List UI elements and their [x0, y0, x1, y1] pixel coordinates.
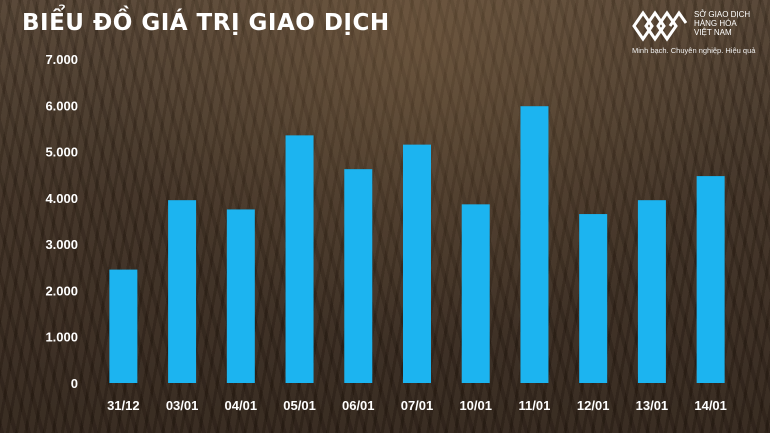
page-title: BIỂU ĐỒ GIÁ TRỊ GIAO DỊCH — [22, 10, 390, 36]
x-tick-label: 31/12 — [107, 398, 140, 413]
bar — [461, 204, 490, 383]
x-tick-label: 04/01 — [225, 398, 258, 413]
y-tick-label: 1.000 — [45, 330, 78, 345]
bar — [344, 169, 373, 383]
logo-name-line: VIỆT NAM — [694, 28, 732, 37]
x-tick-label: 06/01 — [342, 398, 375, 413]
x-tick-label: 14/01 — [694, 398, 727, 413]
x-tick-label: 10/01 — [459, 398, 492, 413]
bar — [109, 269, 138, 383]
exchange-logo: SỞ GIAO DỊCH HÀNG HÓA VIỆT NAM Minh bạch… — [632, 8, 768, 58]
y-tick-label: 0 — [71, 376, 78, 391]
y-tick-label: 7.000 — [45, 52, 78, 67]
y-axis: 0 1.000 2.000 3.000 4.000 5.000 6.000 7.000 — [45, 52, 78, 391]
logo-slogan: Minh bạch. Chuyên nghiệp. Hiệu quả — [632, 46, 756, 55]
x-tick-label: 13/01 — [636, 398, 669, 413]
y-tick-label: 2.000 — [45, 283, 78, 298]
bar — [579, 214, 608, 383]
bar — [696, 176, 725, 383]
x-tick-label: 07/01 — [401, 398, 434, 413]
bar — [285, 135, 314, 383]
x-tick-label: 05/01 — [283, 398, 316, 413]
bar-series — [109, 106, 725, 383]
diamond-lattice-logo-icon — [632, 10, 688, 42]
bar — [637, 200, 666, 383]
x-tick-label: 11/01 — [519, 398, 551, 413]
logo-name-line: HÀNG HÓA — [694, 19, 737, 28]
x-tick-label: 12/01 — [577, 398, 610, 413]
bar — [226, 209, 255, 383]
y-tick-label: 3.000 — [45, 237, 78, 252]
x-axis: 31/12 03/01 04/01 05/01 06/01 07/01 10/01 11/01… — [107, 398, 727, 413]
x-tick-label: 03/01 — [166, 398, 199, 413]
logo-name: SỞ GIAO DỊCH HÀNG HÓA VIỆT NAM — [694, 10, 750, 37]
y-tick-label: 6.000 — [45, 98, 78, 113]
logo-name-line: SỞ GIAO DỊCH — [694, 10, 751, 19]
y-tick-label: 4.000 — [45, 191, 78, 206]
bar — [520, 106, 549, 383]
bar — [403, 144, 431, 383]
y-tick-label: 5.000 — [45, 145, 78, 160]
bar — [168, 200, 197, 383]
